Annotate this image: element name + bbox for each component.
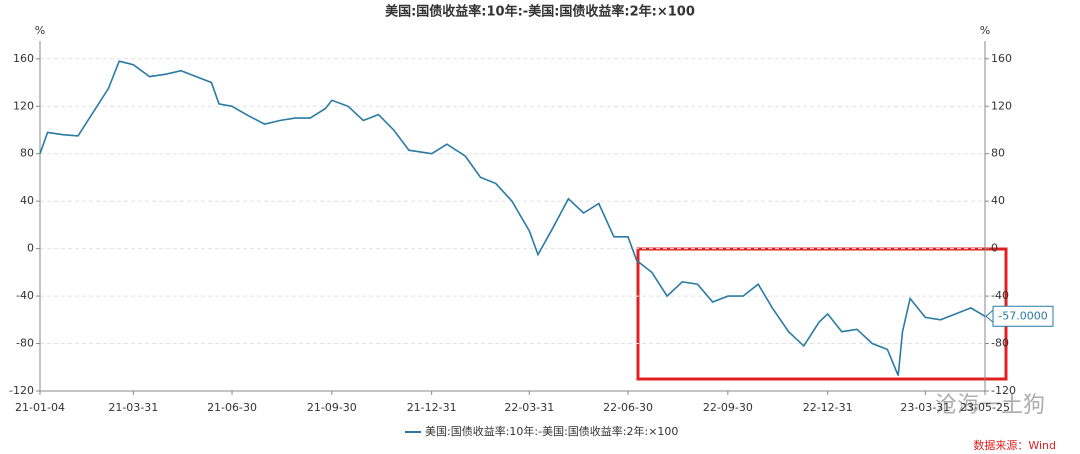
y2-tick-label: 80: [991, 147, 1005, 160]
x-tick-label: 21-03-31: [108, 401, 158, 414]
chart-title: 美国:国债收益率:10年:-美国:国债收益率:2年:×100: [385, 4, 695, 20]
y2-tick-label: -80: [991, 337, 1009, 350]
x-tick-label: 22-09-30: [703, 401, 753, 414]
watermark: 沧海一土狗: [935, 393, 1045, 418]
x-tick-label: 21-01-04: [15, 401, 65, 414]
x-tick-label: 21-12-31: [407, 401, 457, 414]
callout-box: [992, 305, 1054, 327]
y-tick-label: 0: [27, 242, 34, 255]
y-tick-label: 160: [13, 52, 34, 65]
x-tick-label: 22-12-31: [803, 401, 853, 414]
callout-pointer: [985, 309, 994, 324]
last-value-label: -57.0000: [998, 309, 1047, 322]
y-tick-label: 40: [20, 194, 34, 207]
y-tick-label: -120: [9, 384, 34, 397]
y2-unit: %: [980, 24, 990, 37]
y2-tick-label: 0: [991, 242, 998, 255]
y-tick-label: 120: [13, 99, 34, 112]
y2-tick-label: 120: [991, 99, 1012, 112]
highlight-box: [636, 247, 1008, 381]
series-line: [39, 60, 986, 376]
y-unit: %: [35, 24, 45, 37]
x-tick-label: 22-03-31: [504, 401, 554, 414]
y-tick-label: -80: [16, 337, 34, 350]
legend-label: 美国:国债收益率:10年:-美国:国债收益率:2年:×100: [425, 424, 678, 438]
y2-tick-label: 160: [991, 52, 1012, 65]
x-tick-label: 21-06-30: [207, 401, 257, 414]
y2-tick-label: -40: [991, 289, 1009, 302]
x-tick-label: 23-03-31: [900, 401, 950, 414]
y-tick-label: -40: [16, 289, 34, 302]
source: 数据来源：Wind: [973, 438, 1056, 452]
x-tick-label: 23-05-25: [960, 401, 1010, 414]
y2-tick-label: 40: [991, 194, 1005, 207]
y2-tick-label: -120: [991, 384, 1016, 397]
x-tick-label: 22-06-30: [603, 401, 653, 414]
x-tick-label: 21-09-30: [307, 401, 357, 414]
y-tick-label: 80: [20, 147, 34, 160]
